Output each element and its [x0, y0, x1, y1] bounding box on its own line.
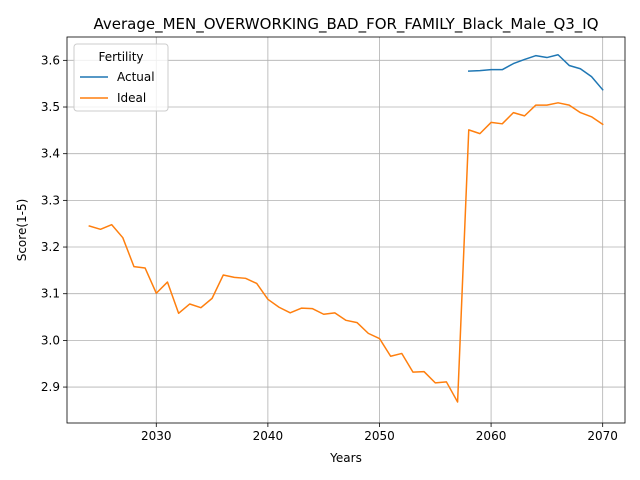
series-line-ideal [88, 102, 604, 403]
y-tick-label: 3.4 [41, 147, 60, 161]
x-tick-label: 2050 [364, 429, 395, 443]
series-lines [88, 53, 604, 403]
y-tick-label: 2.9 [41, 380, 60, 394]
legend-label-ideal: Ideal [117, 91, 146, 105]
x-tick-label: 2030 [141, 429, 172, 443]
plot-frame [66, 36, 626, 424]
chart-title: Average_MEN_OVERWORKING_BAD_FOR_FAMILY_B… [93, 15, 598, 34]
y-tick-label: 3.1 [41, 287, 60, 301]
y-tick-label: 3.2 [41, 240, 60, 254]
series-line-actual [467, 53, 604, 91]
y-axis-label: Score(1-5) [15, 199, 29, 262]
x-tick-label: 2070 [587, 429, 618, 443]
y-tick-label: 3.0 [41, 333, 60, 347]
y-tick-label: 3.5 [41, 100, 60, 114]
x-axis-ticks: 2030 2040 2050 2060 2070 [141, 423, 618, 443]
x-axis-label: Years [329, 451, 362, 465]
legend-title: Fertility [98, 50, 143, 64]
y-tick-label: 3.6 [41, 53, 60, 67]
legend-label-actual: Actual [117, 70, 155, 84]
y-tick-label: 3.3 [41, 193, 60, 207]
x-tick-label: 2040 [253, 429, 284, 443]
x-tick-label: 2060 [476, 429, 507, 443]
legend: Fertility Actual Ideal [73, 43, 169, 112]
legend-box [73, 43, 169, 112]
y-axis-ticks: 2.9 3.0 3.1 3.2 3.3 3.4 3.5 3.6 [41, 53, 67, 394]
